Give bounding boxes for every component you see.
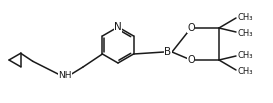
Text: NH: NH	[58, 70, 72, 80]
Text: O: O	[187, 23, 195, 33]
Text: N: N	[114, 22, 122, 32]
Text: CH₃: CH₃	[237, 29, 253, 37]
Text: CH₃: CH₃	[237, 12, 253, 22]
Text: CH₃: CH₃	[237, 67, 253, 75]
Text: B: B	[164, 47, 171, 57]
Text: CH₃: CH₃	[237, 50, 253, 60]
Text: O: O	[187, 55, 195, 65]
